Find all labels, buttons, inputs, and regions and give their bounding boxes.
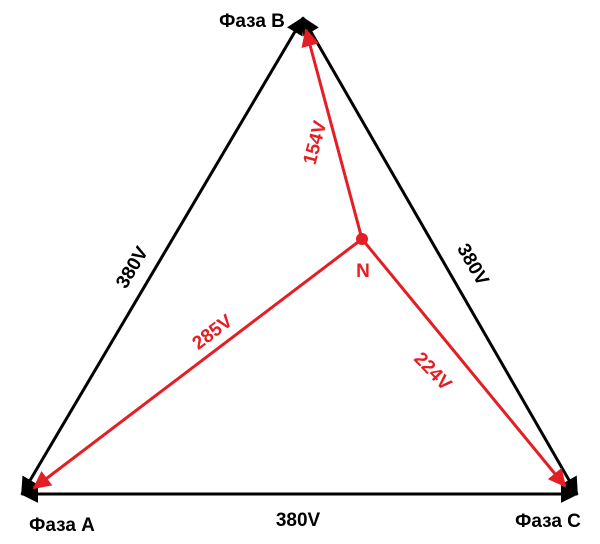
edge-ab <box>20 16 305 496</box>
vector-nc <box>360 238 567 488</box>
vector-na <box>32 237 363 490</box>
label-phase-nc: 224V <box>409 348 455 395</box>
label-line-bc: 380V <box>452 240 493 289</box>
label-phase-na: 285V <box>189 311 237 355</box>
label-phase-a: Фаза A <box>29 515 95 536</box>
phase-vectors <box>32 28 567 490</box>
label-phase-nb: 154V <box>300 118 332 167</box>
line-triangle <box>20 16 579 503</box>
label-neutral: N <box>356 261 370 282</box>
label-phase-c: Фаза C <box>515 511 581 532</box>
neutral-point <box>356 233 368 245</box>
vector-nb <box>301 28 364 240</box>
label-phase-b: Фаза B <box>219 11 285 32</box>
edge-bc <box>301 16 579 496</box>
label-line-ca: 380V <box>276 510 321 531</box>
